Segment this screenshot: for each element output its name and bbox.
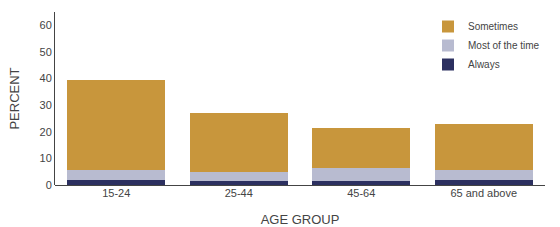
svg-text:50: 50 — [40, 46, 52, 58]
svg-text:40: 40 — [40, 72, 52, 84]
svg-text:Always: Always — [468, 59, 500, 70]
svg-text:20: 20 — [40, 126, 52, 138]
svg-text:45-64: 45-64 — [347, 187, 375, 199]
svg-text:25-44: 25-44 — [225, 187, 253, 199]
svg-text:0: 0 — [46, 179, 52, 191]
svg-text:15-24: 15-24 — [102, 187, 130, 199]
svg-text:60: 60 — [40, 19, 52, 31]
svg-text:PERCENT: PERCENT — [7, 67, 22, 129]
svg-text:Most of the time: Most of the time — [468, 40, 540, 51]
svg-text:Sometimes: Sometimes — [468, 21, 518, 32]
svg-text:AGE GROUP: AGE GROUP — [261, 212, 340, 227]
svg-text:30: 30 — [40, 99, 52, 111]
svg-text:10: 10 — [40, 152, 52, 164]
svg-text:65 and above: 65 and above — [450, 187, 517, 199]
